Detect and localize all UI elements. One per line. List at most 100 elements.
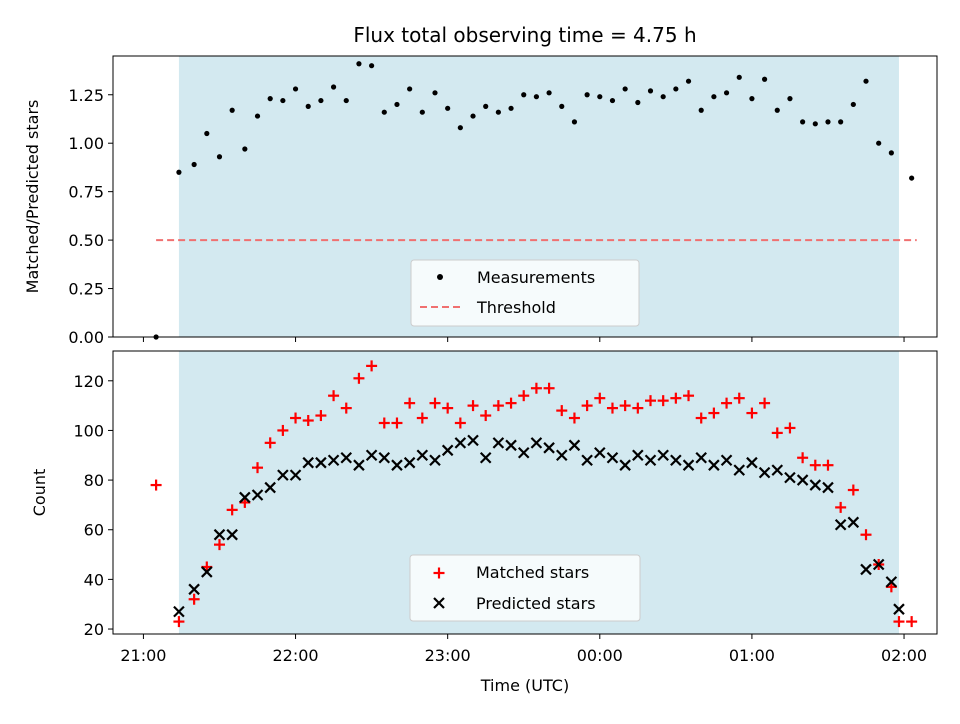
measurement-point <box>909 175 915 181</box>
top-y-ticks: 0.00 0.25 0.50 0.75 1.00 1.25 <box>68 86 905 347</box>
top-panel: 0.00 0.25 0.50 0.75 1.00 1.25 Matched/Predict… <box>23 55 938 347</box>
measurement-point <box>176 169 182 175</box>
legend-matched-marker <box>433 567 445 579</box>
predicted-point <box>441 444 454 457</box>
measurement-point <box>533 94 540 100</box>
bottom-legend-box <box>409 554 641 622</box>
x-tick-label: 23:00 <box>425 646 471 665</box>
measurement-point <box>660 94 666 100</box>
bottom-axis-ticks: 20 40 60 80 100 120 21:00 22:00 23:00 00:00 01:00 0… <box>73 372 927 665</box>
matched-point <box>442 402 454 414</box>
predicted-point <box>708 459 720 471</box>
measurement-point <box>673 86 679 92</box>
predicted-point <box>893 603 905 615</box>
measurement-point <box>685 78 692 84</box>
measurements-series <box>153 61 915 340</box>
bottom-y-tick-label: 120 <box>73 372 104 391</box>
measurement-point <box>432 90 438 96</box>
top-y-tick-label: 1.00 <box>68 134 104 153</box>
matched-point <box>543 382 555 394</box>
matched-point <box>366 360 378 372</box>
predicted-point <box>505 439 517 452</box>
matched-point <box>429 397 441 409</box>
measurement-point <box>292 86 299 92</box>
predicted-point <box>885 576 898 588</box>
legend-plus-glyph <box>433 567 445 579</box>
measurement-point <box>647 88 654 94</box>
measurement-point <box>381 109 387 115</box>
measurement-point <box>343 97 349 104</box>
matched-point <box>518 390 530 402</box>
measurement-point <box>394 101 400 108</box>
predicted-point <box>188 583 200 596</box>
measurement-point <box>888 150 894 156</box>
matched-point <box>480 410 492 422</box>
predicted-point <box>302 456 315 469</box>
measurement-point <box>749 96 755 102</box>
predicted-point <box>555 449 568 462</box>
matched-point <box>492 400 504 412</box>
predicted-point <box>365 449 378 462</box>
matched-point <box>188 593 200 605</box>
matched-point <box>568 412 580 424</box>
top-y-tick-label: 0.75 <box>68 183 104 202</box>
matched-point <box>847 484 859 496</box>
matched-point <box>467 400 479 412</box>
matched-point <box>530 382 542 394</box>
bottom-y-axis-label: Count <box>30 469 49 517</box>
top-y-tick-label: 0.25 <box>68 280 104 299</box>
predicted-point <box>746 456 758 469</box>
predicted-point <box>796 474 809 486</box>
measurement-point <box>546 90 552 96</box>
matched-point <box>391 417 403 429</box>
matched-point <box>416 412 428 424</box>
top-y-tick-label: 1.25 <box>68 86 104 105</box>
measurement-point <box>825 119 831 125</box>
measurement-point <box>800 119 806 125</box>
matched-point <box>581 400 593 412</box>
predicted-point <box>594 447 606 459</box>
predicted-point <box>391 459 403 471</box>
predicted-point <box>492 437 505 449</box>
measurement-point <box>622 86 628 92</box>
matched-point <box>213 539 225 551</box>
bottom-panel: 20 40 60 80 100 120 21:00 22:00 23:00 00:00 01:00 0… <box>30 350 938 695</box>
x-tick-label: 21:00 <box>120 646 166 665</box>
predicted-point <box>784 471 796 484</box>
predicted-point <box>467 434 479 447</box>
top-chart-title: Flux total observing time = 4.75 h <box>353 23 696 47</box>
legend-threshold-label: Threshold <box>476 298 556 317</box>
matched-point <box>378 417 390 429</box>
top-y-tick-label: 0.50 <box>68 231 104 250</box>
measurement-point <box>761 76 768 82</box>
measurement-point <box>508 105 514 111</box>
predicted-point <box>809 479 822 491</box>
x-tick-label: 02:00 <box>881 646 927 665</box>
bottom-y-tick-label: 60 <box>84 521 104 540</box>
measurement-point <box>457 125 463 131</box>
predicted-point <box>327 454 340 467</box>
predicted-point <box>173 605 185 618</box>
measurement-point <box>445 105 451 111</box>
predicted-point <box>834 518 847 531</box>
matched-point <box>264 437 276 449</box>
matched-point <box>277 424 289 436</box>
measurement-point <box>470 113 476 119</box>
matched-point <box>226 504 238 516</box>
predicted-point <box>822 481 834 494</box>
predicted-point <box>517 447 530 459</box>
predicted-point <box>251 489 264 501</box>
measurement-point <box>863 78 869 84</box>
matched-point <box>340 402 352 414</box>
predicted-point <box>733 464 746 476</box>
predicted-point <box>670 454 682 467</box>
measurement-point <box>812 121 818 127</box>
matched-point <box>797 452 809 464</box>
matched-point <box>556 405 568 417</box>
predicted-point <box>860 563 872 576</box>
matched-point <box>759 397 771 409</box>
bottom-y-tick-label: 40 <box>84 570 104 589</box>
measurement-point <box>356 61 362 67</box>
top-legend: Measurements Threshold <box>410 259 640 327</box>
